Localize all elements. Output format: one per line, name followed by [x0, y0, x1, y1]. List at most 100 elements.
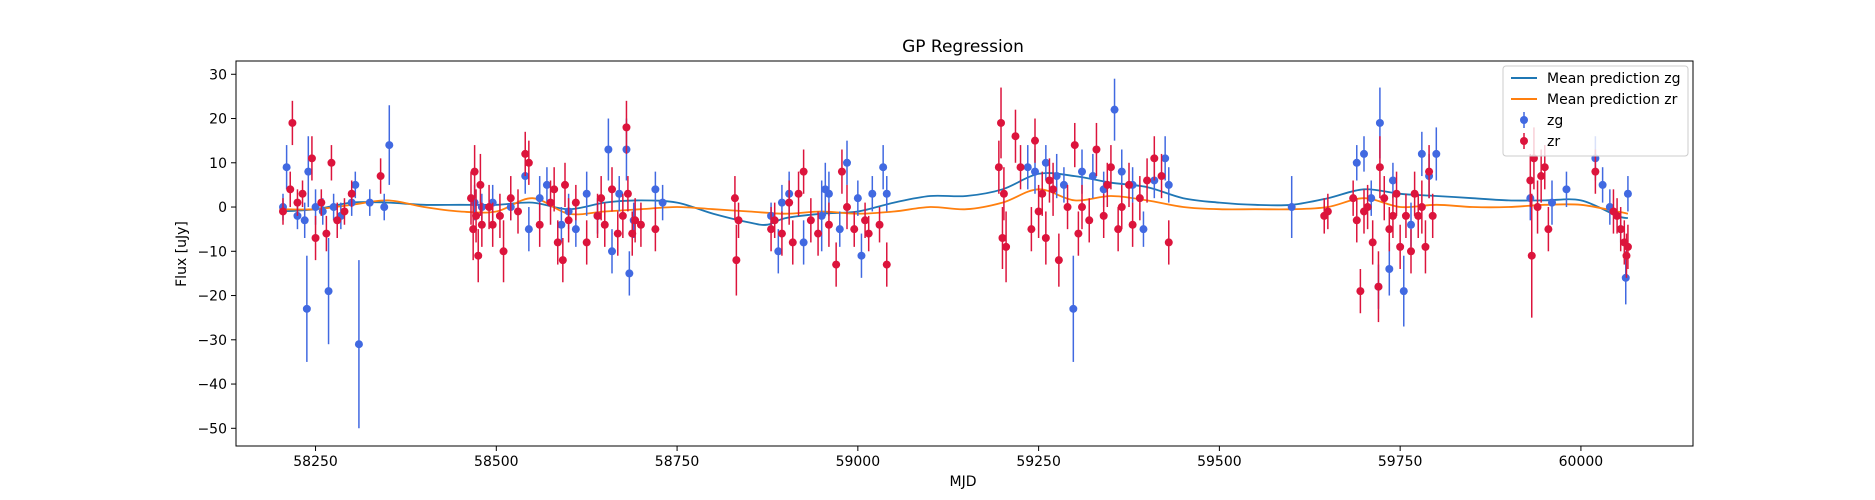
- point-zg: [1388, 176, 1397, 185]
- point-zr: [1401, 211, 1410, 220]
- legend-box: [1502, 65, 1689, 157]
- point-zr: [1117, 203, 1126, 212]
- point-zr: [837, 167, 846, 176]
- point-zr: [1414, 211, 1423, 220]
- point-zr: [470, 167, 479, 176]
- point-zr: [1078, 203, 1086, 212]
- x-tick-label: 59250: [1016, 454, 1061, 470]
- point-zr: [814, 229, 823, 238]
- y-axis: −50 −40 −30 −20 −10 0 10 20 30: [197, 67, 236, 437]
- point-zr: [608, 185, 616, 194]
- point-zg: [857, 251, 866, 260]
- point-zr: [550, 185, 559, 194]
- point-zg: [1110, 105, 1119, 114]
- point-zg: [1548, 198, 1556, 207]
- point-zr: [327, 158, 336, 167]
- point-zr: [1031, 136, 1039, 145]
- point-zr: [628, 229, 637, 238]
- point-zr: [770, 216, 779, 225]
- point-zg: [329, 203, 338, 212]
- point-zg: [557, 220, 566, 229]
- y-tick-label: −30: [197, 333, 227, 349]
- point-zg: [385, 141, 394, 150]
- point-zr: [622, 123, 631, 132]
- point-zg: [311, 203, 320, 212]
- point-zr: [1622, 251, 1631, 260]
- point-zr: [1114, 225, 1123, 234]
- point-zr: [474, 251, 483, 260]
- point-zr: [734, 216, 743, 225]
- point-zr: [582, 238, 591, 247]
- point-zr: [298, 189, 307, 198]
- point-zg: [1023, 163, 1032, 172]
- point-zr: [1011, 132, 1020, 141]
- point-zr: [472, 211, 481, 220]
- point-zr: [1417, 203, 1426, 212]
- point-zr: [1396, 242, 1405, 251]
- point-zr: [1016, 163, 1025, 172]
- point-zr: [524, 158, 533, 167]
- point-zr: [832, 260, 841, 269]
- x-tick-label: 58500: [474, 454, 519, 470]
- point-zg: [817, 211, 826, 220]
- point-zr: [1363, 203, 1372, 212]
- point-zr: [600, 220, 609, 229]
- legend-label: zr: [1547, 134, 1560, 150]
- legend: Mean prediction zg Mean prediction zr zg zr: [1502, 65, 1689, 157]
- point-zg: [324, 287, 333, 296]
- point-zg: [615, 189, 624, 198]
- point-zg: [1164, 180, 1173, 189]
- point-zg: [571, 225, 580, 234]
- point-zg: [1360, 149, 1368, 158]
- point-zr: [777, 229, 786, 238]
- y-tick-label: −50: [197, 421, 227, 437]
- point-zr: [1002, 242, 1011, 251]
- point-zr: [1352, 216, 1361, 225]
- point-zr: [1613, 211, 1622, 220]
- point-zr: [279, 207, 287, 216]
- point-zr: [571, 198, 580, 207]
- point-zg: [1375, 118, 1384, 127]
- point-zr: [495, 211, 504, 220]
- point-zg: [542, 180, 551, 189]
- point-zr: [1526, 176, 1535, 185]
- point-zr: [1425, 167, 1434, 176]
- legend-label: Mean prediction zr: [1547, 92, 1678, 108]
- point-zg: [1432, 149, 1441, 158]
- point-zr: [286, 185, 295, 194]
- point-zg: [1161, 154, 1170, 163]
- point-zr: [843, 203, 851, 212]
- point-zr: [558, 256, 567, 265]
- point-zr: [730, 194, 739, 203]
- point-zr: [1054, 256, 1063, 265]
- chart-title: GP Regression: [902, 37, 1024, 57]
- point-zr: [806, 216, 815, 225]
- point-zr: [553, 238, 562, 247]
- point-zr: [998, 234, 1007, 243]
- point-zg: [1117, 167, 1126, 176]
- point-zg: [1041, 158, 1050, 167]
- point-zg: [608, 247, 616, 256]
- point-zr: [1349, 194, 1358, 203]
- point-zr: [1106, 163, 1115, 172]
- point-zg: [380, 203, 389, 212]
- point-zr: [1150, 154, 1159, 163]
- point-zg: [1417, 149, 1426, 158]
- point-zr: [1537, 172, 1546, 181]
- point-zr: [1540, 163, 1549, 172]
- point-zg: [1059, 180, 1068, 189]
- point-zg: [1407, 220, 1415, 229]
- point-zr: [561, 180, 569, 189]
- point-zr: [1421, 242, 1430, 251]
- point-zr: [469, 225, 478, 234]
- point-zr: [1388, 211, 1397, 220]
- point-zg: [1385, 264, 1394, 273]
- point-zr: [307, 154, 316, 163]
- y-tick-label: 30: [209, 67, 227, 83]
- y-tick-label: 10: [209, 156, 227, 172]
- point-zr: [1049, 185, 1058, 194]
- point-zr: [636, 220, 645, 229]
- x-tick-label: 59750: [1378, 454, 1423, 470]
